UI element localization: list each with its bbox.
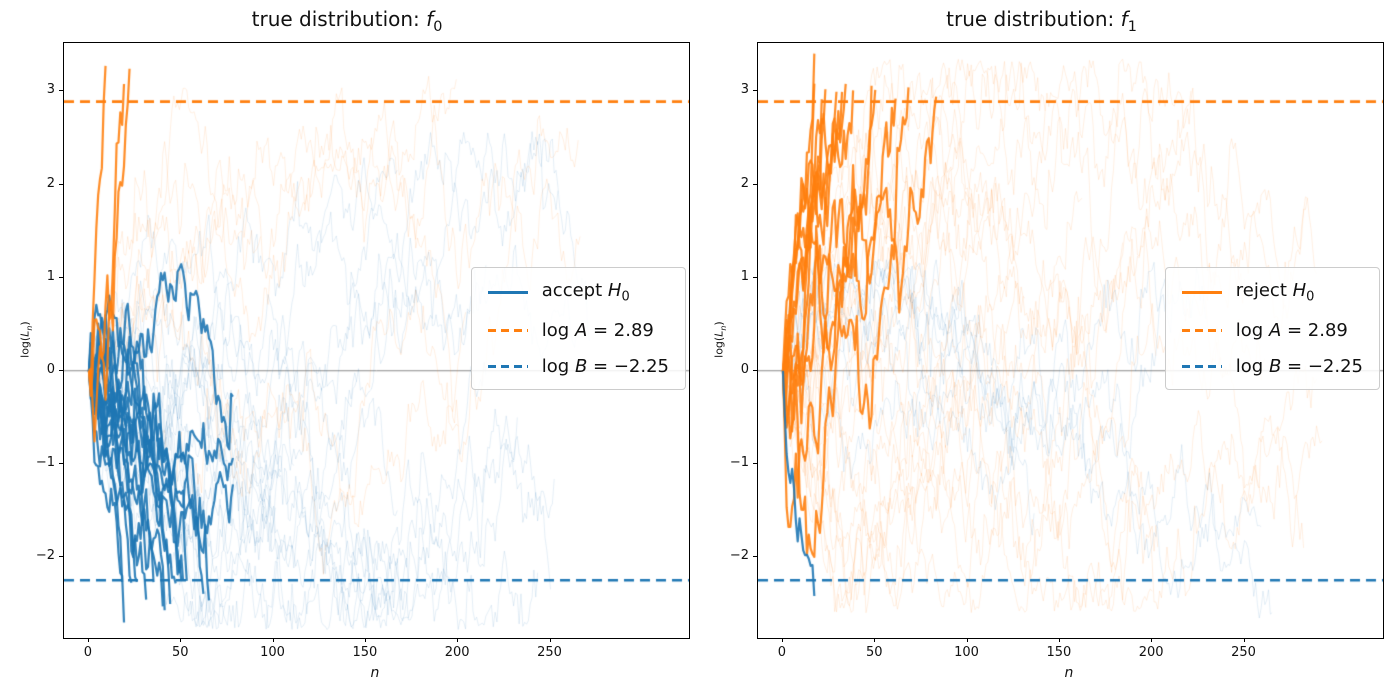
x-tick xyxy=(457,638,459,642)
y-tick xyxy=(59,183,63,185)
x-axis-label: n xyxy=(1064,665,1074,681)
y-tick-label: 3 xyxy=(46,82,55,98)
x-tick xyxy=(781,638,783,642)
y-tick xyxy=(59,369,63,371)
x-tick-label: 250 xyxy=(1231,645,1256,660)
panel-f0-title: true distribution: f0 xyxy=(251,7,443,35)
y-tick xyxy=(59,462,63,464)
x-tick xyxy=(1151,638,1153,642)
x-tick-label: 0 xyxy=(83,645,93,660)
x-tick-label: 50 xyxy=(865,645,883,660)
x-tick xyxy=(549,638,551,642)
legend-label: log B = −2.25 xyxy=(1235,355,1363,377)
y-tick xyxy=(59,555,63,557)
x-tick xyxy=(1058,638,1060,642)
x-tick xyxy=(364,638,366,642)
x-tick xyxy=(87,638,89,642)
y-tick xyxy=(753,183,757,185)
legend-label: log A = 2.89 xyxy=(541,319,654,341)
y-tick-label: 3 xyxy=(740,82,749,98)
legend-label: accept H0 xyxy=(541,280,630,305)
y-tick-label: −2 xyxy=(729,547,749,563)
y-axis-label: log(Ln) xyxy=(712,320,728,358)
x-tick xyxy=(1243,638,1245,642)
legend-f1: reject H0 log A = 2.89 log B = −2.25 xyxy=(1164,267,1380,390)
legend-label: reject H0 xyxy=(1235,280,1315,305)
y-tick xyxy=(59,90,63,92)
x-tick xyxy=(180,638,182,642)
legend-line-sample xyxy=(487,291,528,294)
legend-row: accept H0 xyxy=(487,280,669,305)
x-tick-label: 150 xyxy=(1046,645,1072,660)
legend-line-sample xyxy=(1181,291,1222,294)
y-tick-label: 0 xyxy=(740,361,749,377)
x-tick-label: 200 xyxy=(444,645,470,660)
y-tick-label: −1 xyxy=(35,454,55,470)
axes-f1: reject H0 log A = 2.89 log B = −2.25 xyxy=(757,42,1384,639)
legend-label: log B = −2.25 xyxy=(541,355,669,377)
x-tick-label: 100 xyxy=(260,645,285,660)
x-tick-label: 0 xyxy=(777,645,787,660)
y-tick xyxy=(753,555,757,557)
y-tick-label: −2 xyxy=(35,547,55,563)
y-tick-label: 2 xyxy=(46,175,55,191)
legend-row: log A = 2.89 xyxy=(1181,319,1363,341)
x-tick xyxy=(966,638,968,642)
x-tick-label: 200 xyxy=(1138,645,1164,660)
panel-f1: true distribution: f1 log(Ln) n reject H… xyxy=(694,0,1389,690)
panel-f0: true distribution: f0 log(Ln) n accept H… xyxy=(0,0,694,690)
x-axis-label: n xyxy=(370,665,380,681)
y-tick xyxy=(753,462,757,464)
y-tick xyxy=(59,276,63,278)
x-tick-label: 150 xyxy=(352,645,378,660)
legend-row: log B = −2.25 xyxy=(1181,355,1363,377)
axes-f0: accept H0 log A = 2.89 log B = −2.25 xyxy=(63,42,690,639)
y-tick xyxy=(753,369,757,371)
legend-dashed-line-sample xyxy=(487,328,528,332)
legend-row: log A = 2.89 xyxy=(487,319,669,341)
y-tick-label: −1 xyxy=(729,454,749,470)
legend-f0: accept H0 log A = 2.89 log B = −2.25 xyxy=(470,267,686,390)
y-tick xyxy=(753,90,757,92)
x-tick xyxy=(272,638,274,642)
legend-dashed-line-sample xyxy=(487,364,528,368)
legend-row: log B = −2.25 xyxy=(487,355,669,377)
legend-label: log A = 2.89 xyxy=(1235,319,1348,341)
panel-f1-title: true distribution: f1 xyxy=(946,7,1137,35)
x-tick-label: 250 xyxy=(537,645,562,660)
y-tick-label: 2 xyxy=(740,175,749,191)
y-tick-label: 1 xyxy=(46,268,55,284)
legend-dashed-line-sample xyxy=(1181,364,1222,368)
y-tick-label: 1 xyxy=(740,268,749,284)
y-tick xyxy=(753,276,757,278)
x-tick-label: 100 xyxy=(954,645,979,660)
legend-dashed-line-sample xyxy=(1181,328,1222,332)
x-tick-label: 50 xyxy=(171,645,189,660)
y-tick-label: 0 xyxy=(46,361,55,377)
x-tick xyxy=(874,638,876,642)
y-axis-label: log(Ln) xyxy=(18,320,34,358)
legend-row: reject H0 xyxy=(1181,280,1363,305)
